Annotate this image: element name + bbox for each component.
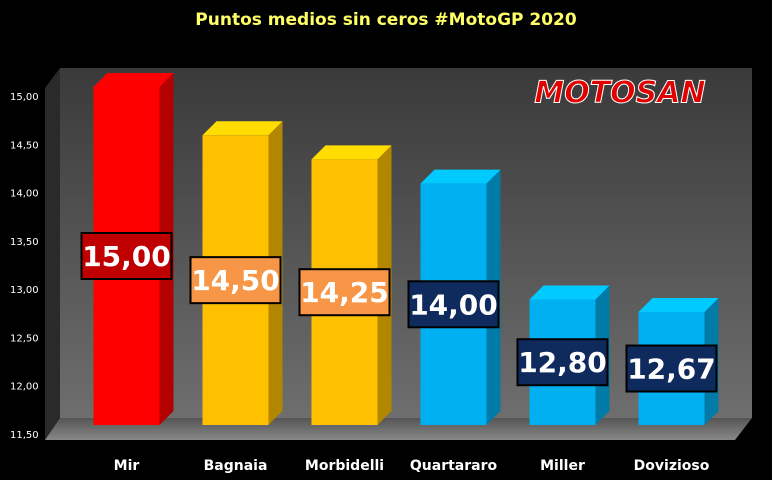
x-tick-label: Morbidelli <box>305 458 384 474</box>
y-tick-label: 12,50 <box>10 333 39 344</box>
bar-top <box>529 285 610 300</box>
x-tick-label: Miller <box>540 458 585 474</box>
value-label: 14,25 <box>300 276 389 309</box>
value-label-box <box>625 344 718 393</box>
y-tick-label: 11,50 <box>10 430 39 441</box>
x-tick-label: Mir <box>114 458 140 474</box>
value-label: 15,00 <box>82 240 171 273</box>
x-tick-label: Quartararo <box>410 458 498 474</box>
value-label-box <box>298 268 391 317</box>
value-label: 12,67 <box>627 353 716 386</box>
chart-title: Puntos medios sin ceros #MotoGP 2020 <box>195 10 577 30</box>
value-label-box <box>407 280 500 329</box>
value-label: 12,80 <box>518 346 607 379</box>
bar-top <box>202 121 283 136</box>
value-label-box <box>189 256 282 305</box>
x-tick-label: Bagnaia <box>204 458 268 474</box>
value-label: 14,50 <box>191 264 280 297</box>
x-tick-label: Dovizioso <box>634 458 710 474</box>
value-label-box <box>80 232 173 280</box>
side-wall <box>45 68 60 440</box>
bar-top <box>311 145 392 160</box>
y-tick-label: 13,50 <box>10 237 39 248</box>
logo: MOTOSAN <box>534 76 705 111</box>
bar-top <box>93 73 174 87</box>
y-tick-label: 13,00 <box>10 285 39 296</box>
y-tick-label: 12,00 <box>10 382 39 393</box>
bar-top <box>638 298 719 313</box>
y-tick-label: 14,50 <box>10 140 39 151</box>
bar-top <box>420 169 501 184</box>
y-tick-label: 14,00 <box>10 189 39 200</box>
value-label: 14,00 <box>409 288 498 321</box>
value-label-box <box>516 338 609 387</box>
y-tick-label: 15,00 <box>10 92 39 103</box>
